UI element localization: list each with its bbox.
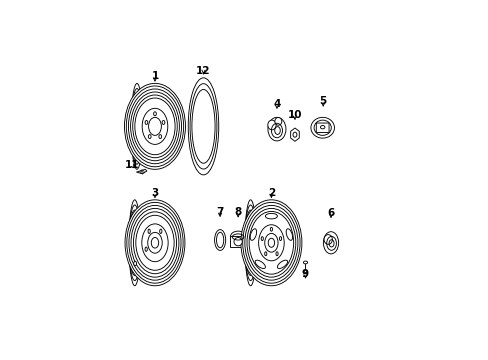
Ellipse shape bbox=[133, 212, 176, 274]
Ellipse shape bbox=[275, 252, 278, 256]
Ellipse shape bbox=[153, 112, 156, 116]
Ellipse shape bbox=[147, 233, 162, 253]
Ellipse shape bbox=[267, 238, 274, 247]
Text: 6: 6 bbox=[326, 208, 334, 218]
Ellipse shape bbox=[142, 224, 168, 262]
Ellipse shape bbox=[258, 225, 284, 261]
Ellipse shape bbox=[214, 230, 225, 251]
Ellipse shape bbox=[250, 229, 256, 240]
Ellipse shape bbox=[265, 213, 277, 219]
Ellipse shape bbox=[242, 202, 300, 283]
Ellipse shape bbox=[310, 117, 334, 138]
Ellipse shape bbox=[264, 252, 266, 256]
Ellipse shape bbox=[261, 237, 263, 240]
Ellipse shape bbox=[244, 206, 297, 280]
Text: 10: 10 bbox=[287, 110, 302, 120]
Ellipse shape bbox=[160, 229, 162, 234]
Ellipse shape bbox=[124, 84, 185, 169]
Ellipse shape bbox=[128, 89, 181, 164]
Text: 1: 1 bbox=[151, 72, 158, 81]
Ellipse shape bbox=[274, 117, 281, 125]
Ellipse shape bbox=[241, 200, 301, 286]
Ellipse shape bbox=[188, 78, 218, 175]
Ellipse shape bbox=[255, 260, 265, 269]
Text: 4: 4 bbox=[273, 99, 280, 109]
Ellipse shape bbox=[191, 90, 215, 163]
Ellipse shape bbox=[246, 208, 295, 277]
Ellipse shape bbox=[324, 235, 332, 244]
Ellipse shape bbox=[313, 120, 330, 135]
Text: 2: 2 bbox=[267, 188, 274, 198]
Ellipse shape bbox=[145, 121, 147, 125]
Ellipse shape bbox=[159, 135, 162, 139]
Text: 5: 5 bbox=[319, 96, 326, 107]
Text: 8: 8 bbox=[234, 207, 241, 217]
Ellipse shape bbox=[145, 247, 147, 251]
Ellipse shape bbox=[216, 232, 224, 248]
Ellipse shape bbox=[292, 132, 296, 137]
Ellipse shape bbox=[285, 229, 292, 240]
Ellipse shape bbox=[304, 270, 306, 273]
Ellipse shape bbox=[136, 215, 174, 270]
Ellipse shape bbox=[320, 126, 324, 129]
Polygon shape bbox=[290, 128, 299, 141]
Polygon shape bbox=[136, 169, 146, 174]
Text: 12: 12 bbox=[196, 66, 210, 76]
Text: 7: 7 bbox=[216, 207, 224, 217]
Ellipse shape bbox=[270, 227, 272, 231]
Ellipse shape bbox=[303, 261, 307, 264]
Ellipse shape bbox=[148, 229, 150, 234]
Ellipse shape bbox=[129, 206, 181, 280]
Ellipse shape bbox=[279, 237, 281, 240]
Text: 3: 3 bbox=[151, 188, 158, 198]
Ellipse shape bbox=[192, 91, 214, 161]
Ellipse shape bbox=[142, 108, 167, 144]
Ellipse shape bbox=[148, 135, 151, 139]
Ellipse shape bbox=[132, 95, 177, 158]
Text: 11: 11 bbox=[124, 160, 139, 170]
Ellipse shape bbox=[323, 232, 338, 254]
Ellipse shape bbox=[130, 92, 179, 161]
Ellipse shape bbox=[131, 208, 179, 277]
Ellipse shape bbox=[230, 231, 245, 242]
Ellipse shape bbox=[190, 84, 217, 169]
Ellipse shape bbox=[133, 261, 136, 266]
Ellipse shape bbox=[151, 238, 158, 248]
Ellipse shape bbox=[126, 86, 183, 167]
Ellipse shape bbox=[264, 233, 278, 252]
Ellipse shape bbox=[277, 260, 287, 269]
Text: 9: 9 bbox=[301, 269, 308, 279]
FancyBboxPatch shape bbox=[230, 237, 245, 247]
Ellipse shape bbox=[148, 117, 161, 135]
Ellipse shape bbox=[162, 121, 164, 125]
Ellipse shape bbox=[126, 202, 183, 283]
Ellipse shape bbox=[248, 211, 293, 274]
Ellipse shape bbox=[267, 117, 285, 141]
Ellipse shape bbox=[267, 120, 276, 130]
Ellipse shape bbox=[135, 98, 175, 155]
Ellipse shape bbox=[125, 200, 184, 286]
FancyBboxPatch shape bbox=[316, 123, 328, 132]
Ellipse shape bbox=[233, 238, 242, 246]
